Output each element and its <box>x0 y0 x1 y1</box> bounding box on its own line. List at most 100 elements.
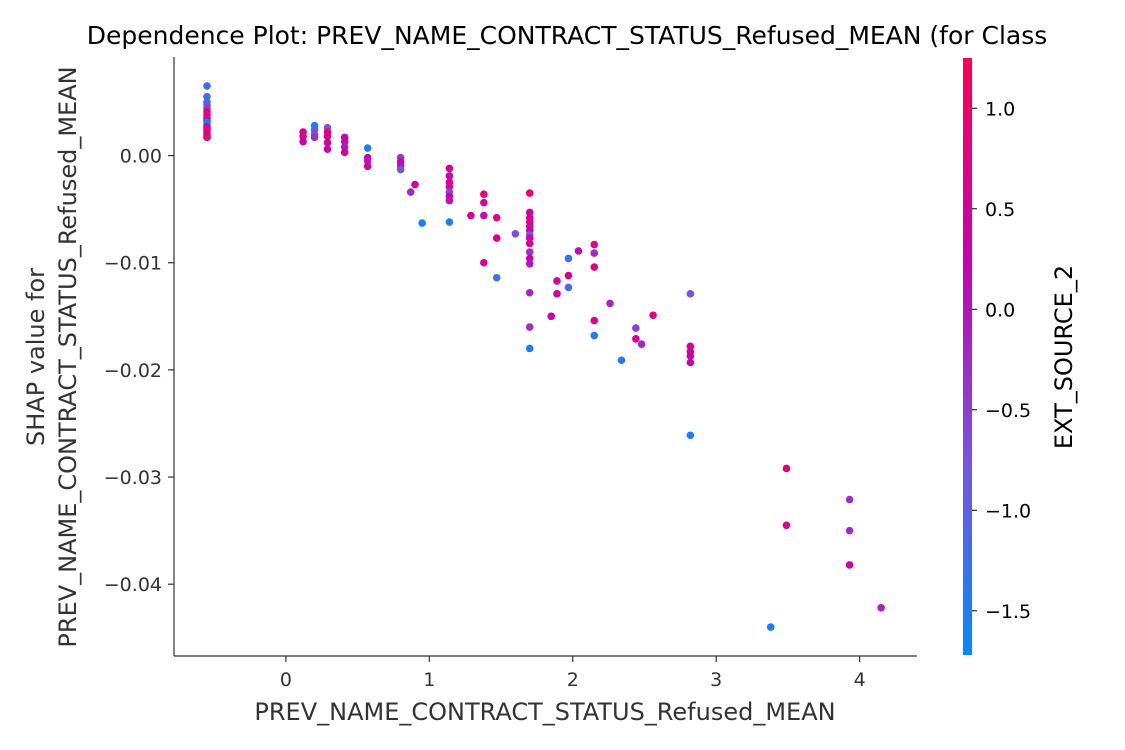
data-point <box>203 92 211 101</box>
data-point <box>782 464 791 473</box>
data-point <box>649 311 657 320</box>
data-point <box>445 172 454 180</box>
data-point <box>877 603 885 612</box>
data-point <box>590 316 599 325</box>
data-point <box>203 82 211 90</box>
data-point <box>845 561 854 569</box>
data-point <box>323 145 332 153</box>
x-tick-label: 1 <box>423 669 435 691</box>
colorbar-tick-label: 0.0 <box>985 299 1015 321</box>
colorbar-tick-label: −0.5 <box>985 400 1031 422</box>
y-axis-label-line-1: SHAP value for <box>22 268 50 446</box>
colorbar <box>963 58 972 655</box>
data-point <box>340 143 349 151</box>
data-point <box>553 277 561 285</box>
data-point <box>525 248 534 256</box>
data-point <box>445 196 454 205</box>
data-point <box>480 211 488 220</box>
y-tick-label: −0.04 <box>104 574 162 596</box>
data-point <box>480 198 488 207</box>
data-point <box>686 352 695 360</box>
data-point <box>525 344 534 353</box>
x-tick-label: 3 <box>710 669 722 691</box>
data-point <box>637 340 646 348</box>
data-point <box>445 182 454 191</box>
data-point <box>299 132 307 141</box>
chart-title: Dependence Plot: PREV_NAME_CONTRACT_STAT… <box>87 21 1048 50</box>
data-point <box>480 258 488 267</box>
data-point <box>686 358 695 367</box>
data-point <box>203 133 211 142</box>
data-point <box>590 249 599 257</box>
data-point <box>525 189 534 197</box>
data-point <box>445 218 454 226</box>
data-point <box>340 148 349 157</box>
colorbar-label: EXT_SOURCE_2 <box>1050 265 1078 449</box>
x-tick-label: 4 <box>854 669 866 691</box>
data-point <box>617 356 626 365</box>
data-point <box>511 230 520 238</box>
data-point <box>323 132 332 141</box>
scatter-points <box>203 82 885 631</box>
y-ticks: 0.00 −0.01 −0.02 −0.03 −0.04 <box>104 146 174 596</box>
data-point <box>590 263 599 271</box>
data-point <box>766 623 775 631</box>
data-point <box>574 247 583 255</box>
data-point <box>525 260 534 268</box>
data-point <box>686 342 695 351</box>
data-point <box>492 213 501 222</box>
data-point <box>363 144 372 152</box>
data-point <box>845 526 854 535</box>
data-point <box>340 137 349 146</box>
data-point <box>686 431 695 440</box>
data-point <box>564 254 573 263</box>
colorbar-tick-label: −1.0 <box>985 500 1031 522</box>
data-point <box>406 188 415 196</box>
data-point <box>525 208 534 217</box>
data-point <box>310 133 319 142</box>
colorbar-tick-label: 1.0 <box>985 98 1015 120</box>
y-tick-label: 0.00 <box>120 146 162 168</box>
data-point <box>525 288 534 297</box>
data-point <box>845 495 854 504</box>
colorbar-tick-label: −1.5 <box>985 601 1031 623</box>
data-point <box>525 323 534 331</box>
data-point <box>323 138 332 147</box>
data-point <box>632 335 640 343</box>
data-point <box>547 312 556 321</box>
data-point <box>396 165 405 174</box>
data-point <box>525 239 534 248</box>
x-tick-label: 2 <box>567 669 579 691</box>
data-point <box>564 271 573 280</box>
x-axis-label: PREV_NAME_CONTRACT_STATUS_Refused_MEAN <box>254 698 835 726</box>
x-tick-label: 0 <box>280 669 292 691</box>
data-point <box>467 211 475 220</box>
data-point <box>525 234 534 242</box>
data-point <box>606 299 614 308</box>
data-point <box>363 162 372 171</box>
data-point <box>564 283 573 292</box>
data-point <box>632 324 640 332</box>
colorbar-ticks: 1.0 0.5 0.0 −0.5 −1.0 −1.5 <box>972 98 1031 623</box>
data-point <box>299 137 307 146</box>
data-point <box>590 331 599 340</box>
data-point <box>480 190 488 198</box>
y-axis-label-line-2: PREV_NAME_CONTRACT_STATUS_Refused_MEAN <box>54 66 82 647</box>
data-point <box>492 273 501 282</box>
data-point <box>782 521 791 530</box>
y-tick-label: −0.02 <box>104 360 162 382</box>
x-ticks: 0 1 2 3 4 <box>280 656 866 691</box>
data-point <box>525 254 534 263</box>
data-point <box>590 240 599 249</box>
data-point <box>418 219 426 227</box>
data-point <box>363 157 372 165</box>
y-tick-label: −0.01 <box>104 253 162 275</box>
data-point <box>492 234 501 242</box>
colorbar-tick-label: 0.5 <box>985 199 1015 221</box>
data-point <box>445 164 454 173</box>
y-tick-label: −0.03 <box>104 467 162 489</box>
data-point <box>553 290 561 298</box>
data-point <box>411 180 419 189</box>
data-point <box>686 290 695 298</box>
